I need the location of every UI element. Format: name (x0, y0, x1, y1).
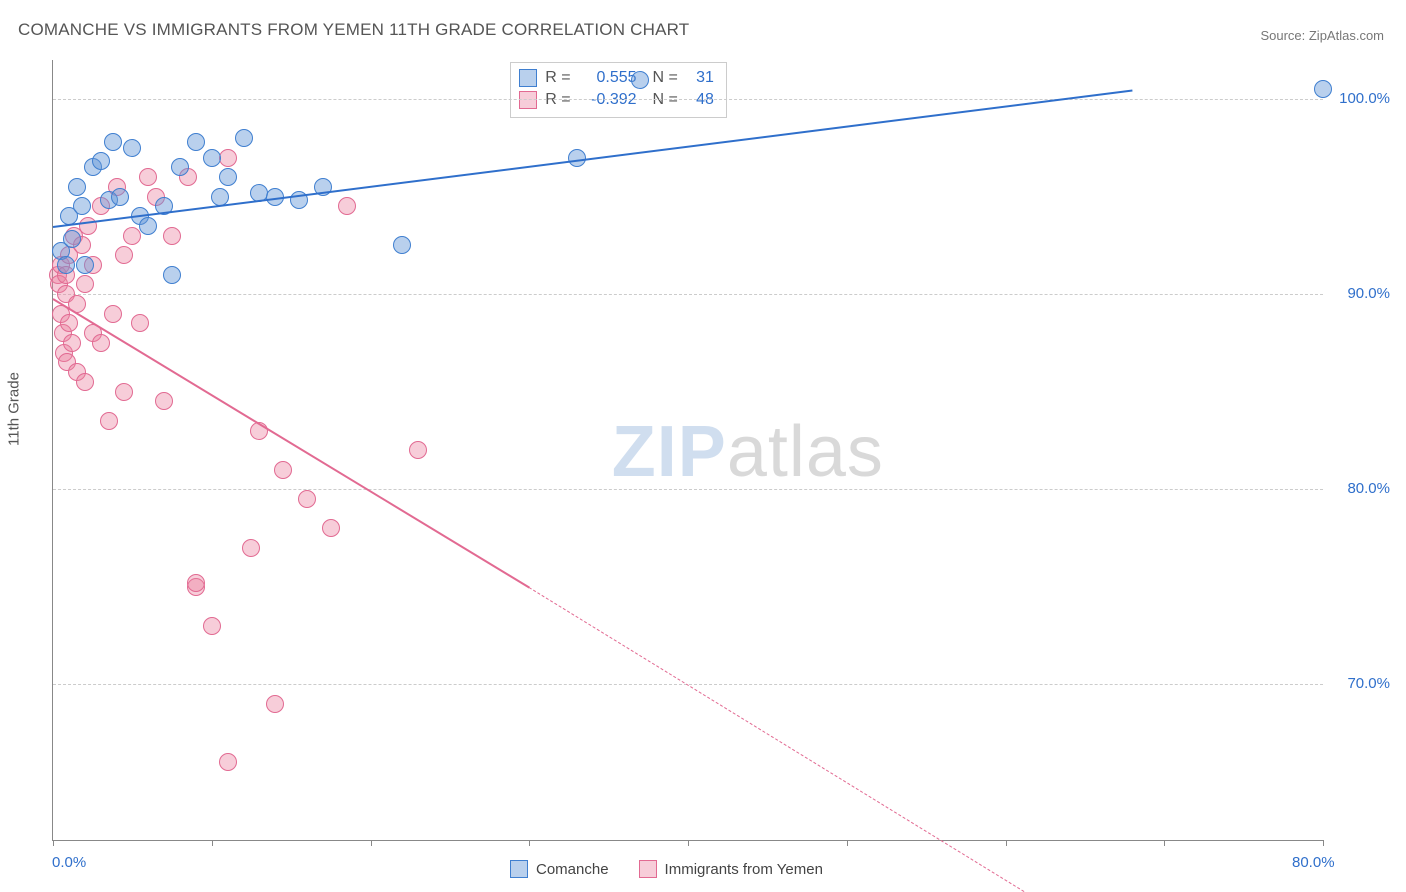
legend-n-value: 48 (686, 89, 714, 111)
scatter-point-comanche (111, 188, 129, 206)
scatter-point-comanche (57, 256, 75, 274)
scatter-point-yemen (409, 441, 427, 459)
scatter-point-yemen (63, 334, 81, 352)
legend-n-label: N = (653, 67, 678, 89)
legend-label: Comanche (536, 861, 609, 878)
scatter-point-comanche (76, 256, 94, 274)
scatter-point-yemen (100, 412, 118, 430)
y-axis-label: 11th Grade (6, 372, 23, 446)
gridline (53, 99, 1323, 100)
scatter-point-comanche (235, 129, 253, 147)
x-tick (529, 840, 530, 846)
correlation-legend: R = 0.555 N = 31 R = -0.392 N = 48 (510, 62, 727, 118)
scatter-point-comanche (631, 71, 649, 89)
scatter-point-yemen (60, 314, 78, 332)
x-tick (847, 840, 848, 846)
x-tick (212, 840, 213, 846)
y-tick-label: 100.0% (1330, 90, 1390, 107)
scatter-point-yemen (104, 305, 122, 323)
trendline-yemen (52, 298, 529, 588)
legend-label: Immigrants from Yemen (665, 861, 823, 878)
legend-swatch (639, 860, 657, 878)
x-tick (371, 840, 372, 846)
x-tick (1164, 840, 1165, 846)
scatter-point-yemen (242, 539, 260, 557)
scatter-point-comanche (92, 152, 110, 170)
legend-row: R = 0.555 N = 31 (519, 67, 714, 89)
gridline (53, 489, 1323, 490)
legend-n-value: 31 (686, 67, 714, 89)
scatter-point-comanche (203, 149, 221, 167)
x-tick-label: 80.0% (1292, 854, 1335, 871)
y-tick-label: 70.0% (1330, 675, 1390, 692)
legend-r-value: 0.555 (579, 67, 637, 89)
source-attribution: Source: ZipAtlas.com (1260, 28, 1384, 43)
legend-swatch (519, 91, 537, 109)
legend-swatch (519, 69, 537, 87)
legend-r-value: -0.392 (579, 89, 637, 111)
y-tick-label: 80.0% (1330, 480, 1390, 497)
scatter-point-comanche (163, 266, 181, 284)
scatter-point-yemen (79, 217, 97, 235)
scatter-point-comanche (73, 197, 91, 215)
scatter-point-comanche (568, 149, 586, 167)
scatter-point-comanche (104, 133, 122, 151)
legend-r-label: R = (545, 89, 570, 111)
scatter-point-yemen (92, 334, 110, 352)
x-tick (688, 840, 689, 846)
scatter-point-comanche (219, 168, 237, 186)
x-tick (53, 840, 54, 846)
scatter-point-yemen (274, 461, 292, 479)
scatter-point-yemen (322, 519, 340, 537)
legend-swatch (510, 860, 528, 878)
scatter-point-comanche (187, 133, 205, 151)
watermark-atlas: atlas (727, 412, 884, 492)
trendline-yemen-extrapolated (529, 587, 1038, 892)
legend-n-label: N = (653, 89, 678, 111)
scatter-point-yemen (219, 753, 237, 771)
scatter-point-comanche (139, 217, 157, 235)
scatter-point-yemen (76, 373, 94, 391)
scatter-point-yemen (115, 246, 133, 264)
gridline (53, 294, 1323, 295)
legend-item: Comanche (510, 860, 609, 878)
legend-item: Immigrants from Yemen (639, 860, 823, 878)
scatter-point-yemen (76, 275, 94, 293)
scatter-point-yemen (115, 383, 133, 401)
scatter-point-yemen (139, 168, 157, 186)
scatter-point-comanche (68, 178, 86, 196)
scatter-point-yemen (338, 197, 356, 215)
y-tick-label: 90.0% (1330, 285, 1390, 302)
watermark: ZIPatlas (612, 411, 884, 493)
scatter-point-yemen (163, 227, 181, 245)
legend-r-label: R = (545, 67, 570, 89)
x-tick (1323, 840, 1324, 846)
scatter-point-yemen (131, 314, 149, 332)
scatter-point-yemen (298, 490, 316, 508)
scatter-point-yemen (155, 392, 173, 410)
scatter-point-comanche (123, 139, 141, 157)
plot-area: ZIPatlas R = 0.555 N = 31 R = -0.392 N = 48 (52, 60, 1323, 841)
x-tick (1006, 840, 1007, 846)
legend-row: R = -0.392 N = 48 (519, 89, 714, 111)
scatter-point-yemen (187, 574, 205, 592)
scatter-point-yemen (266, 695, 284, 713)
scatter-point-comanche (211, 188, 229, 206)
scatter-point-yemen (203, 617, 221, 635)
scatter-point-yemen (219, 149, 237, 167)
x-tick-label: 0.0% (52, 854, 86, 871)
scatter-point-comanche (393, 236, 411, 254)
chart-title: COMANCHE VS IMMIGRANTS FROM YEMEN 11TH G… (18, 20, 689, 40)
watermark-zip: ZIP (612, 412, 727, 492)
series-legend: Comanche Immigrants from Yemen (510, 860, 823, 878)
